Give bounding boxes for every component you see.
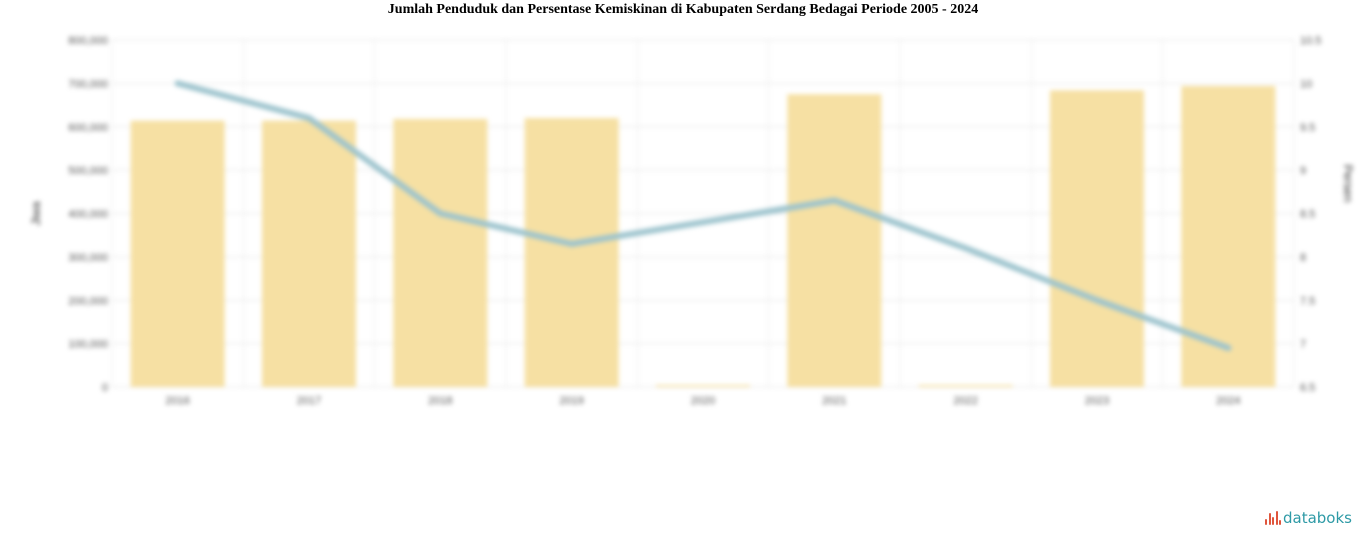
y-right-tick-label: 7.5 [1300,295,1315,307]
y-left-tick-label: 800,000 [68,35,108,47]
bar-2024 [1181,85,1276,387]
line-point-2017 [306,115,312,122]
y-right-tick-label: 9 [1300,165,1306,177]
y-left-tick-label: 0 [102,382,108,394]
line-point-2016 [174,80,181,87]
y-right-tick-label: 10 [1300,78,1312,90]
chart-title: Jumlah Penduduk dan Persentase Kemiskina… [387,2,979,17]
y-right-tick-label: 7 [1300,339,1306,351]
x-tick-label: 2018 [428,395,452,407]
line-point-2023 [1094,297,1100,304]
y-right-tick-label: 6.5 [1300,382,1315,394]
y-right-tick-label: 10.5 [1300,35,1321,47]
y-left-tick-label: 600,000 [68,122,108,134]
y-left-tick-label: 100,000 [68,339,108,351]
line-point-2022 [962,245,969,252]
line-point-2021 [831,197,838,204]
line-point-2019 [568,240,575,247]
bar-2021 [787,94,882,387]
databoks-logo[interactable]: databoks [1265,509,1352,527]
line-point-2018 [437,210,444,217]
y-left-tick-label: 700,000 [68,78,108,90]
y-right-tick-label: 8 [1300,252,1306,264]
x-tick-label: 2017 [297,395,321,407]
bar-2016 [130,120,225,388]
x-tick-label: 2021 [822,395,846,407]
y-left-tick-label: 400,000 [68,209,108,221]
bar-2017 [262,120,356,388]
line-point-2024 [1225,344,1232,351]
x-tick-label: 2022 [953,395,977,407]
bar-2019 [524,118,619,387]
x-tick-label: 2016 [165,395,189,407]
x-tick-label: 2024 [1216,395,1240,407]
y-left-tick-label: 200,000 [68,295,108,307]
databoks-logo-icon [1265,511,1281,525]
x-tick-label: 2020 [691,395,715,407]
y-left-tick-label: 500,000 [68,165,108,177]
x-tick-label: 2019 [559,395,583,407]
brand-name: databoks [1283,509,1352,527]
bar-2020 [656,385,750,387]
y-right-tick-label: 9.5 [1300,122,1315,134]
y-left-tick-label: 300,000 [68,252,108,264]
y-left-axis-title: Jiwa [29,201,43,225]
bar-2018 [393,118,488,387]
bar-2023 [1050,90,1144,387]
line-point-2020 [700,219,706,226]
x-tick-label: 2023 [1085,395,1109,407]
y-right-axis-title: Persen [1341,164,1355,202]
bar-2022 [918,385,1013,387]
y-right-tick-label: 8.5 [1300,209,1315,221]
